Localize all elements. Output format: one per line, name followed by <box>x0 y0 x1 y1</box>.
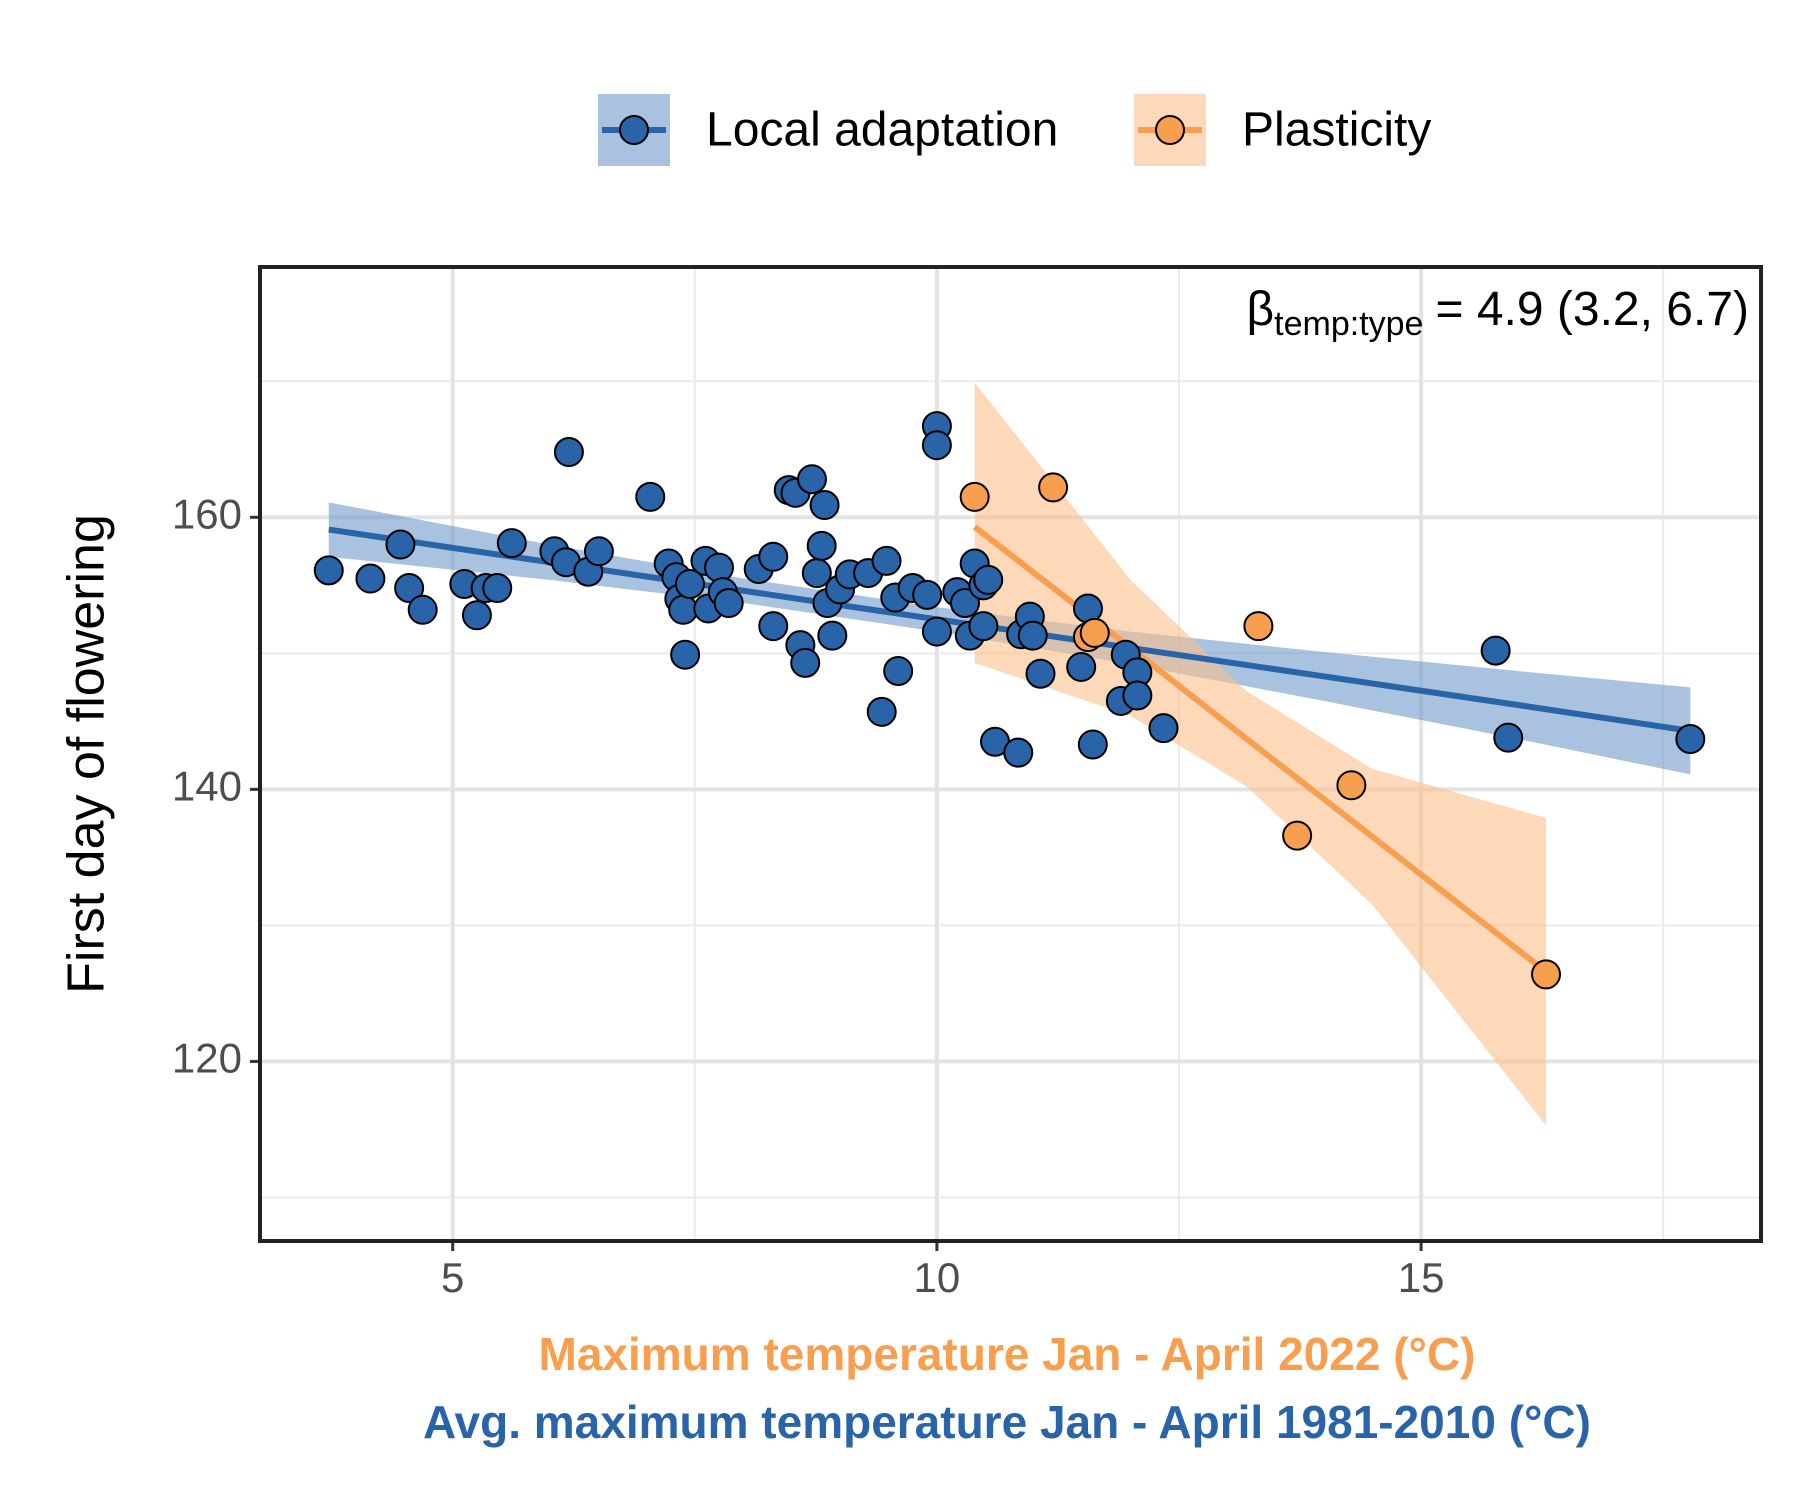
point <box>1531 959 1562 990</box>
x-axis-title: Maximum temperature Jan - April 2022 (°C… <box>539 1328 1476 1380</box>
point <box>674 568 705 599</box>
point <box>553 437 584 468</box>
point <box>385 529 416 560</box>
annotation-subscript: temp:type <box>1274 305 1423 343</box>
point <box>912 579 943 610</box>
x-tick-label: 15 <box>1398 1254 1445 1301</box>
point <box>496 528 527 559</box>
point <box>313 555 344 586</box>
point <box>482 573 513 604</box>
point <box>394 573 425 604</box>
y-tick-label: 160 <box>172 490 242 537</box>
point <box>790 647 821 678</box>
point <box>670 639 701 670</box>
x-axis-title: Avg. maximum temperature Jan - April 198… <box>423 1396 1591 1448</box>
point <box>1066 651 1097 682</box>
y-tick-label: 120 <box>172 1035 242 1082</box>
annotation-text: = 4.9 (3.2, 6.7) <box>1435 283 1749 336</box>
point <box>1282 820 1313 851</box>
point <box>583 536 614 567</box>
point <box>1079 617 1110 648</box>
point <box>796 464 827 495</box>
point <box>635 481 666 512</box>
point <box>959 481 990 512</box>
annotation: βtemp:type = 4.9 (3.2, 6.7) <box>1247 283 1749 343</box>
point <box>921 616 952 647</box>
point <box>968 611 999 642</box>
point <box>817 620 848 651</box>
point <box>1148 713 1179 744</box>
point <box>758 611 789 642</box>
point <box>871 545 902 576</box>
point <box>1025 658 1056 689</box>
point <box>921 430 952 461</box>
point <box>809 490 840 521</box>
point <box>1480 635 1511 666</box>
point <box>355 563 386 594</box>
y-axis-title: First day of flowering <box>58 514 116 994</box>
point <box>713 588 744 619</box>
point <box>758 541 789 572</box>
legend-marker <box>1155 115 1185 145</box>
point <box>1243 611 1274 642</box>
y-tick-label: 140 <box>172 762 242 809</box>
legend-label: Local adaptation <box>706 104 1058 157</box>
point <box>668 594 699 625</box>
point <box>866 696 897 727</box>
point <box>704 552 735 583</box>
point <box>973 564 1004 595</box>
point <box>407 594 438 625</box>
panel-border <box>258 265 1763 1243</box>
point <box>883 656 914 687</box>
x-tick-label: 10 <box>914 1254 961 1301</box>
legend-label: Plasticity <box>1242 104 1431 157</box>
x-tick-label: 5 <box>441 1254 464 1301</box>
point <box>806 530 837 561</box>
annotation-symbol: β <box>1247 283 1275 336</box>
point <box>1675 724 1706 755</box>
point <box>1122 680 1153 711</box>
confidence-band <box>974 382 1547 1126</box>
point <box>1077 729 1108 760</box>
point <box>1336 770 1367 801</box>
point <box>1003 737 1034 768</box>
point <box>461 600 492 631</box>
point <box>1493 722 1524 753</box>
legend-marker <box>619 115 649 145</box>
point <box>1017 620 1048 651</box>
point <box>949 588 980 619</box>
point <box>1038 472 1069 503</box>
